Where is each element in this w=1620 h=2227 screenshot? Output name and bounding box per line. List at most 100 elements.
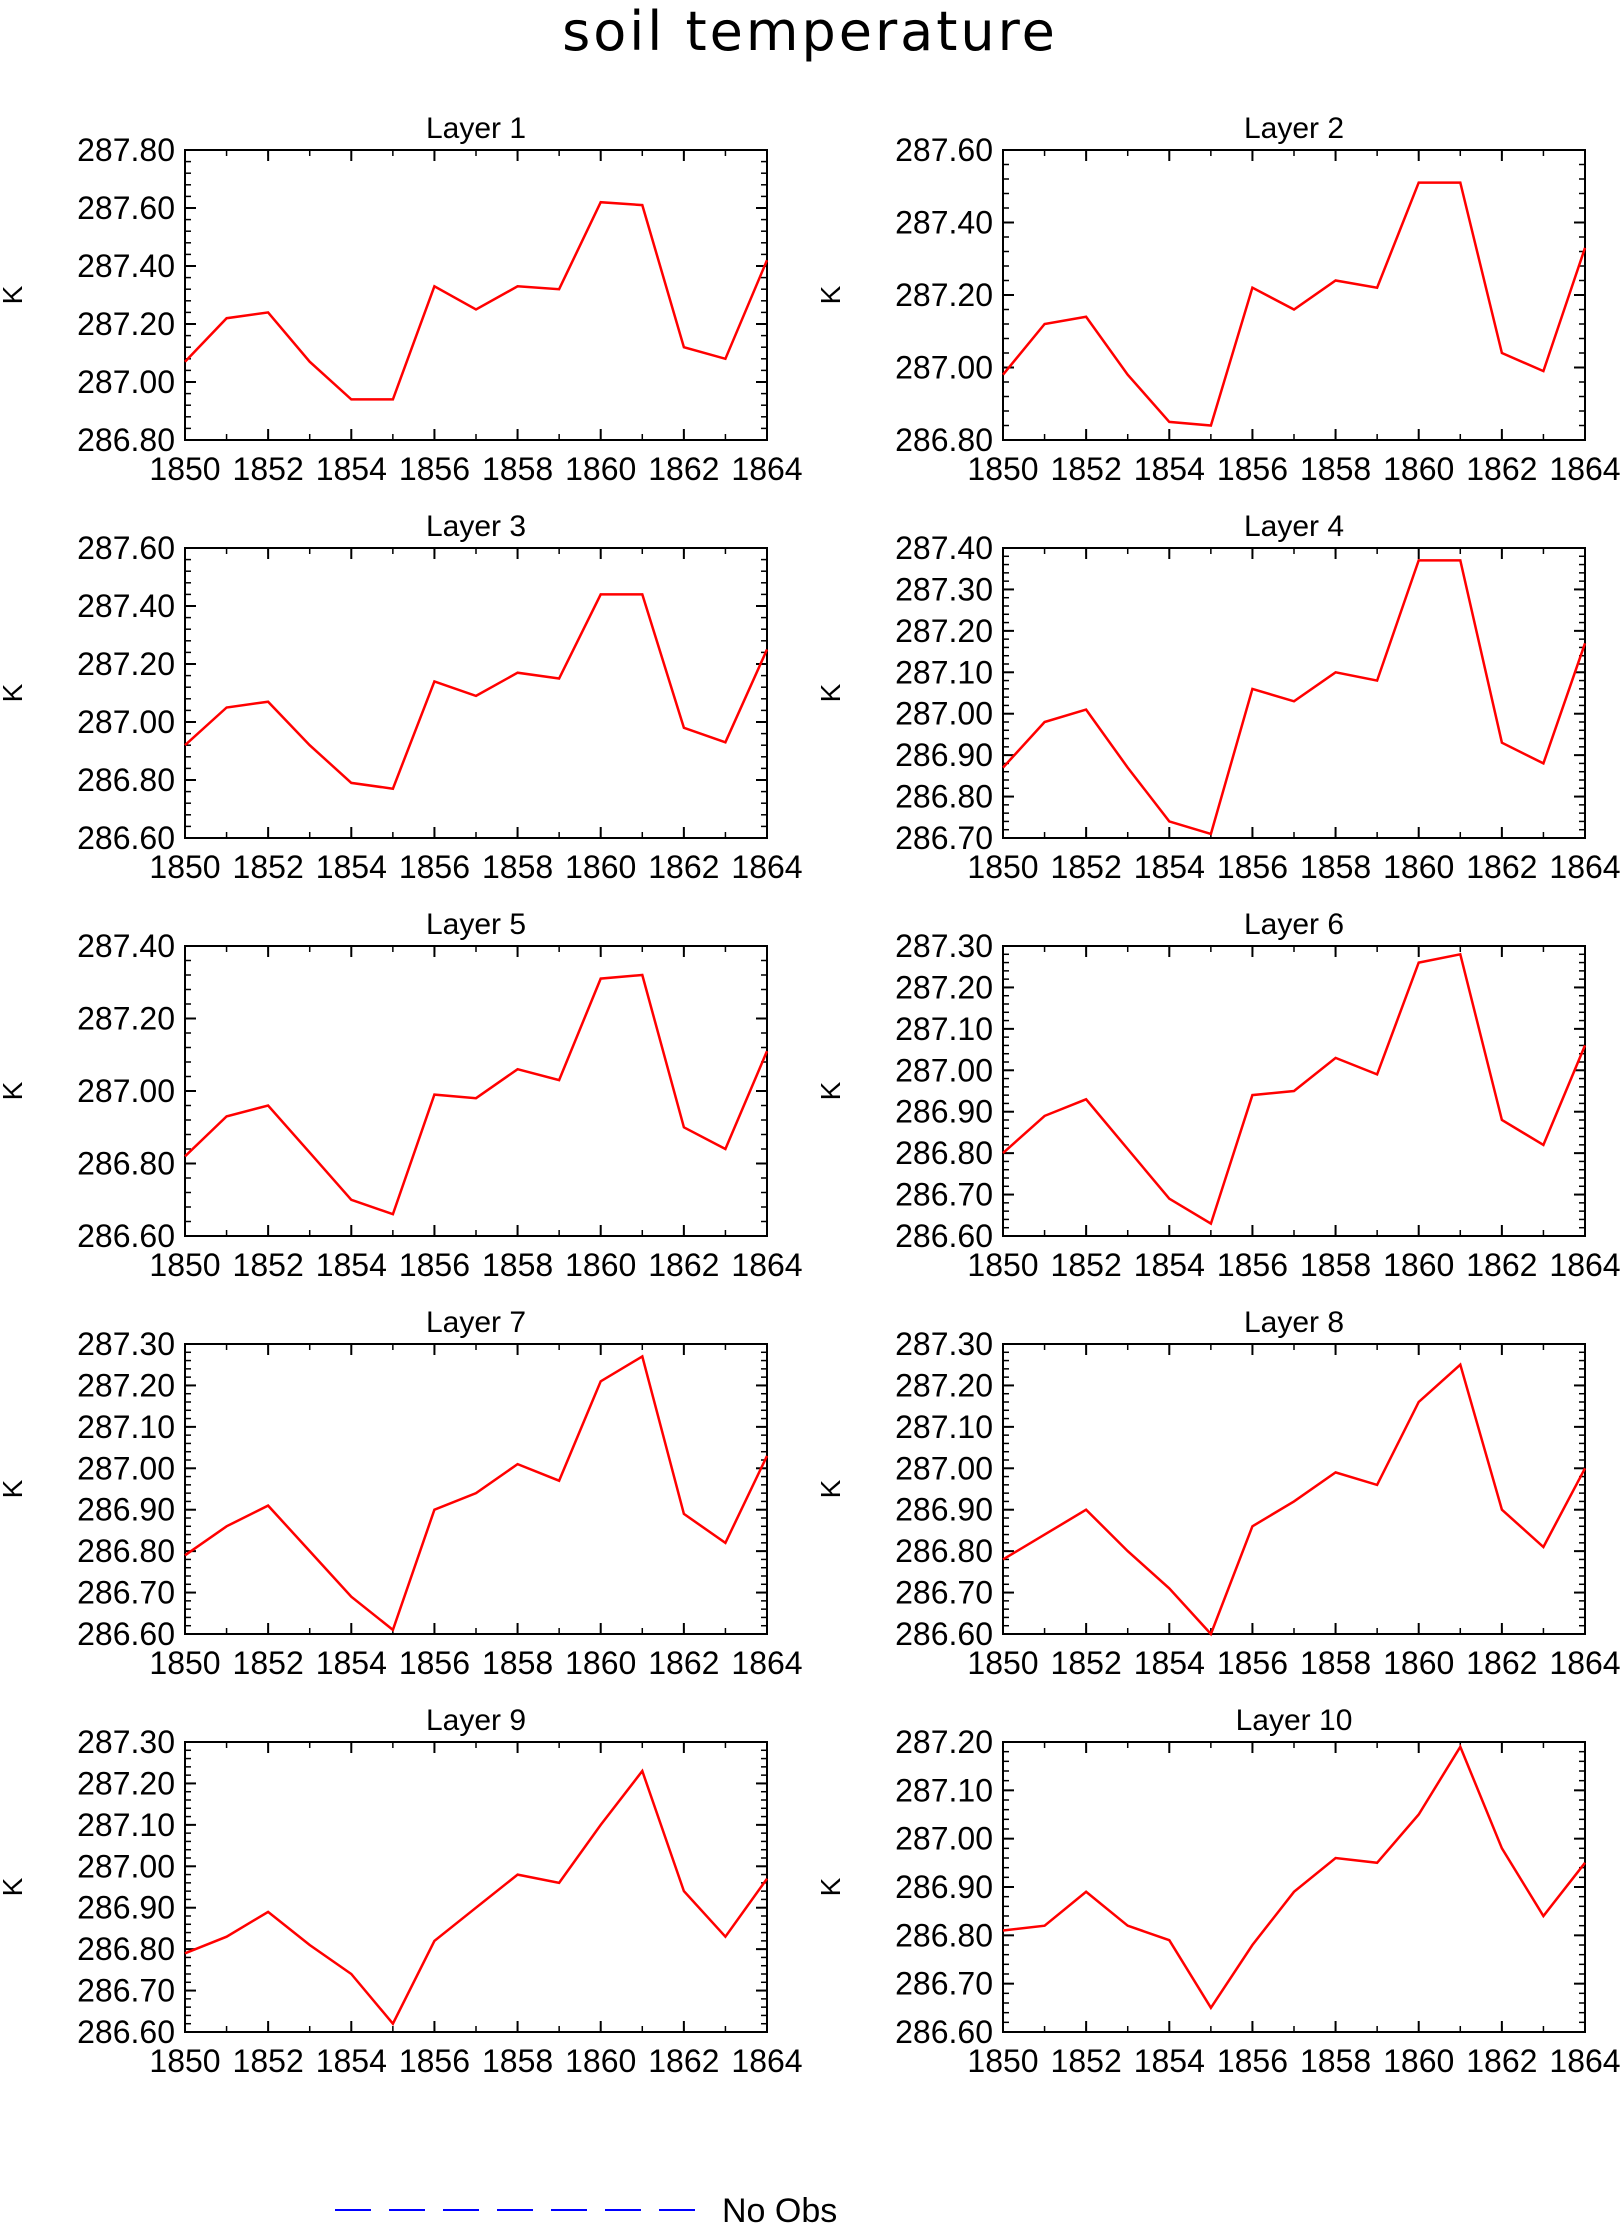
series-line: [1002, 1362, 1587, 1637]
x-tick-label: 1864: [1549, 2043, 1620, 2079]
x-tick-label: 1856: [1217, 1645, 1288, 1681]
chart-panel-3: Layer 3 K 286.60 286.80 287.00 287.20 287.40 28…: [0, 510, 803, 885]
panel-title: Layer 10: [1236, 1704, 1353, 1737]
x-tick-label: 1850: [149, 451, 220, 487]
plot-frame: [184, 945, 768, 1237]
series-line: [184, 973, 769, 1216]
x-tick-label: 1862: [648, 849, 719, 885]
x-tick-label: 1860: [1383, 451, 1454, 487]
x-tick-label: 1862: [1466, 2043, 1537, 2079]
y-tick-label: 286.60: [77, 1218, 175, 1254]
y-tick-label: 286.60: [77, 1616, 175, 1652]
y-tick-label: 286.70: [77, 1575, 175, 1611]
x-tick-label: 1862: [1466, 849, 1537, 885]
y-tick-label: 287.10: [77, 1409, 175, 1445]
x-tick-label: 1858: [1300, 1247, 1371, 1283]
y-tick-label: 287.00: [895, 1052, 993, 1088]
x-tick-label: 1860: [565, 2043, 636, 2079]
panel-title: Layer 9: [426, 1704, 526, 1737]
y-tick-label: 286.80: [77, 1931, 175, 1967]
x-tick-label: 1864: [1549, 1645, 1620, 1681]
y-tick-label: 287.20: [895, 1367, 993, 1403]
y-tick-label: 286.90: [895, 1492, 993, 1528]
chart-panel-4: Layer 4 K 286.70 286.80 286.90 287.00 287.10 28…: [815, 510, 1620, 885]
series-line: [1002, 181, 1587, 427]
x-tick-label: 1860: [1383, 1247, 1454, 1283]
plot-frame: [184, 1741, 768, 2033]
x-tick-label: 1858: [482, 1247, 553, 1283]
x-tick-label: 1860: [565, 1247, 636, 1283]
x-tick-label: 1864: [1549, 849, 1620, 885]
y-axis-label: K: [0, 1081, 28, 1100]
y-tick-label: 286.60: [895, 1218, 993, 1254]
x-tick-label: 1852: [1051, 2043, 1122, 2079]
x-tick-label: 1856: [399, 451, 470, 487]
y-tick-label: 287.00: [77, 1450, 175, 1486]
plot-frame: [184, 547, 768, 839]
y-tick-label: 286.60: [895, 2014, 993, 2050]
x-tick-label: 1852: [233, 451, 304, 487]
x-tick-label: 1864: [731, 451, 802, 487]
x-tick-label: 1862: [648, 2043, 719, 2079]
series-line: [1002, 559, 1587, 836]
y-tick-label: 286.60: [895, 1616, 993, 1652]
y-tick-label: 287.00: [895, 1821, 993, 1857]
plot-frame: [184, 149, 768, 441]
x-tick-label: 1862: [1466, 451, 1537, 487]
series-line: [184, 1768, 769, 2026]
x-tick-label: 1850: [149, 1247, 220, 1283]
y-tick-label: 287.10: [895, 654, 993, 690]
y-tick-label: 287.00: [77, 704, 175, 740]
y-tick-label: 287.20: [895, 969, 993, 1005]
x-tick-label: 1864: [1549, 451, 1620, 487]
y-tick-label: 287.60: [77, 190, 175, 226]
x-tick-label: 1858: [482, 849, 553, 885]
y-tick-label: 286.80: [77, 762, 175, 798]
y-tick-label: 287.10: [895, 1409, 993, 1445]
legend-label: No Obs: [722, 2192, 837, 2227]
figure-title: soil temperature: [562, 0, 1058, 63]
x-tick-label: 1854: [316, 1247, 387, 1283]
y-axis-label: K: [0, 1479, 28, 1498]
x-tick-label: 1860: [1383, 1645, 1454, 1681]
x-tick-label: 1860: [1383, 2043, 1454, 2079]
chart-panel-7: Layer 7 K 286.60 286.70 286.80 286.90 287.00 28…: [0, 1306, 803, 1681]
x-tick-label: 1850: [967, 1247, 1038, 1283]
x-tick-label: 1850: [967, 1645, 1038, 1681]
y-tick-label: 287.10: [895, 1772, 993, 1808]
x-tick-label: 1856: [399, 2043, 470, 2079]
plot-frame: [1002, 547, 1586, 839]
x-tick-label: 1850: [967, 2043, 1038, 2079]
x-tick-label: 1858: [482, 2043, 553, 2079]
y-tick-label: 287.00: [895, 696, 993, 732]
y-tick-label: 286.60: [77, 2014, 175, 2050]
y-tick-label: 287.20: [77, 1765, 175, 1801]
panel-title: Layer 7: [426, 1306, 526, 1339]
y-tick-label: 287.40: [77, 928, 175, 964]
y-tick-label: 286.70: [895, 1575, 993, 1611]
chart-panel-5: Layer 5 K 286.60 286.80 287.00 287.20 287.40 18…: [0, 908, 803, 1283]
x-tick-label: 1854: [316, 849, 387, 885]
y-axis-label: K: [815, 683, 846, 702]
y-tick-label: 287.20: [77, 306, 175, 342]
y-tick-label: 286.60: [77, 820, 175, 856]
x-tick-label: 1856: [399, 849, 470, 885]
x-tick-label: 1850: [149, 849, 220, 885]
series-line: [184, 593, 769, 791]
x-tick-label: 1854: [1134, 451, 1205, 487]
series-line: [1002, 1744, 1586, 2011]
x-tick-label: 1862: [1466, 1645, 1537, 1681]
x-tick-label: 1850: [967, 451, 1038, 487]
x-tick-label: 1860: [565, 849, 636, 885]
x-tick-label: 1858: [1300, 2043, 1371, 2079]
x-tick-label: 1856: [399, 1247, 470, 1283]
panel-title: Layer 4: [1244, 510, 1344, 543]
x-tick-label: 1864: [1549, 1247, 1620, 1283]
x-tick-label: 1856: [1217, 1247, 1288, 1283]
x-tick-label: 1864: [731, 849, 802, 885]
x-tick-label: 1862: [648, 1645, 719, 1681]
y-tick-label: 287.40: [895, 205, 993, 241]
plot-frame: [184, 1343, 768, 1635]
y-tick-label: 287.40: [77, 588, 175, 624]
chart-panel-9: Layer 9 K 286.60 286.70 286.80 286.90 287.00 28…: [0, 1704, 803, 2079]
